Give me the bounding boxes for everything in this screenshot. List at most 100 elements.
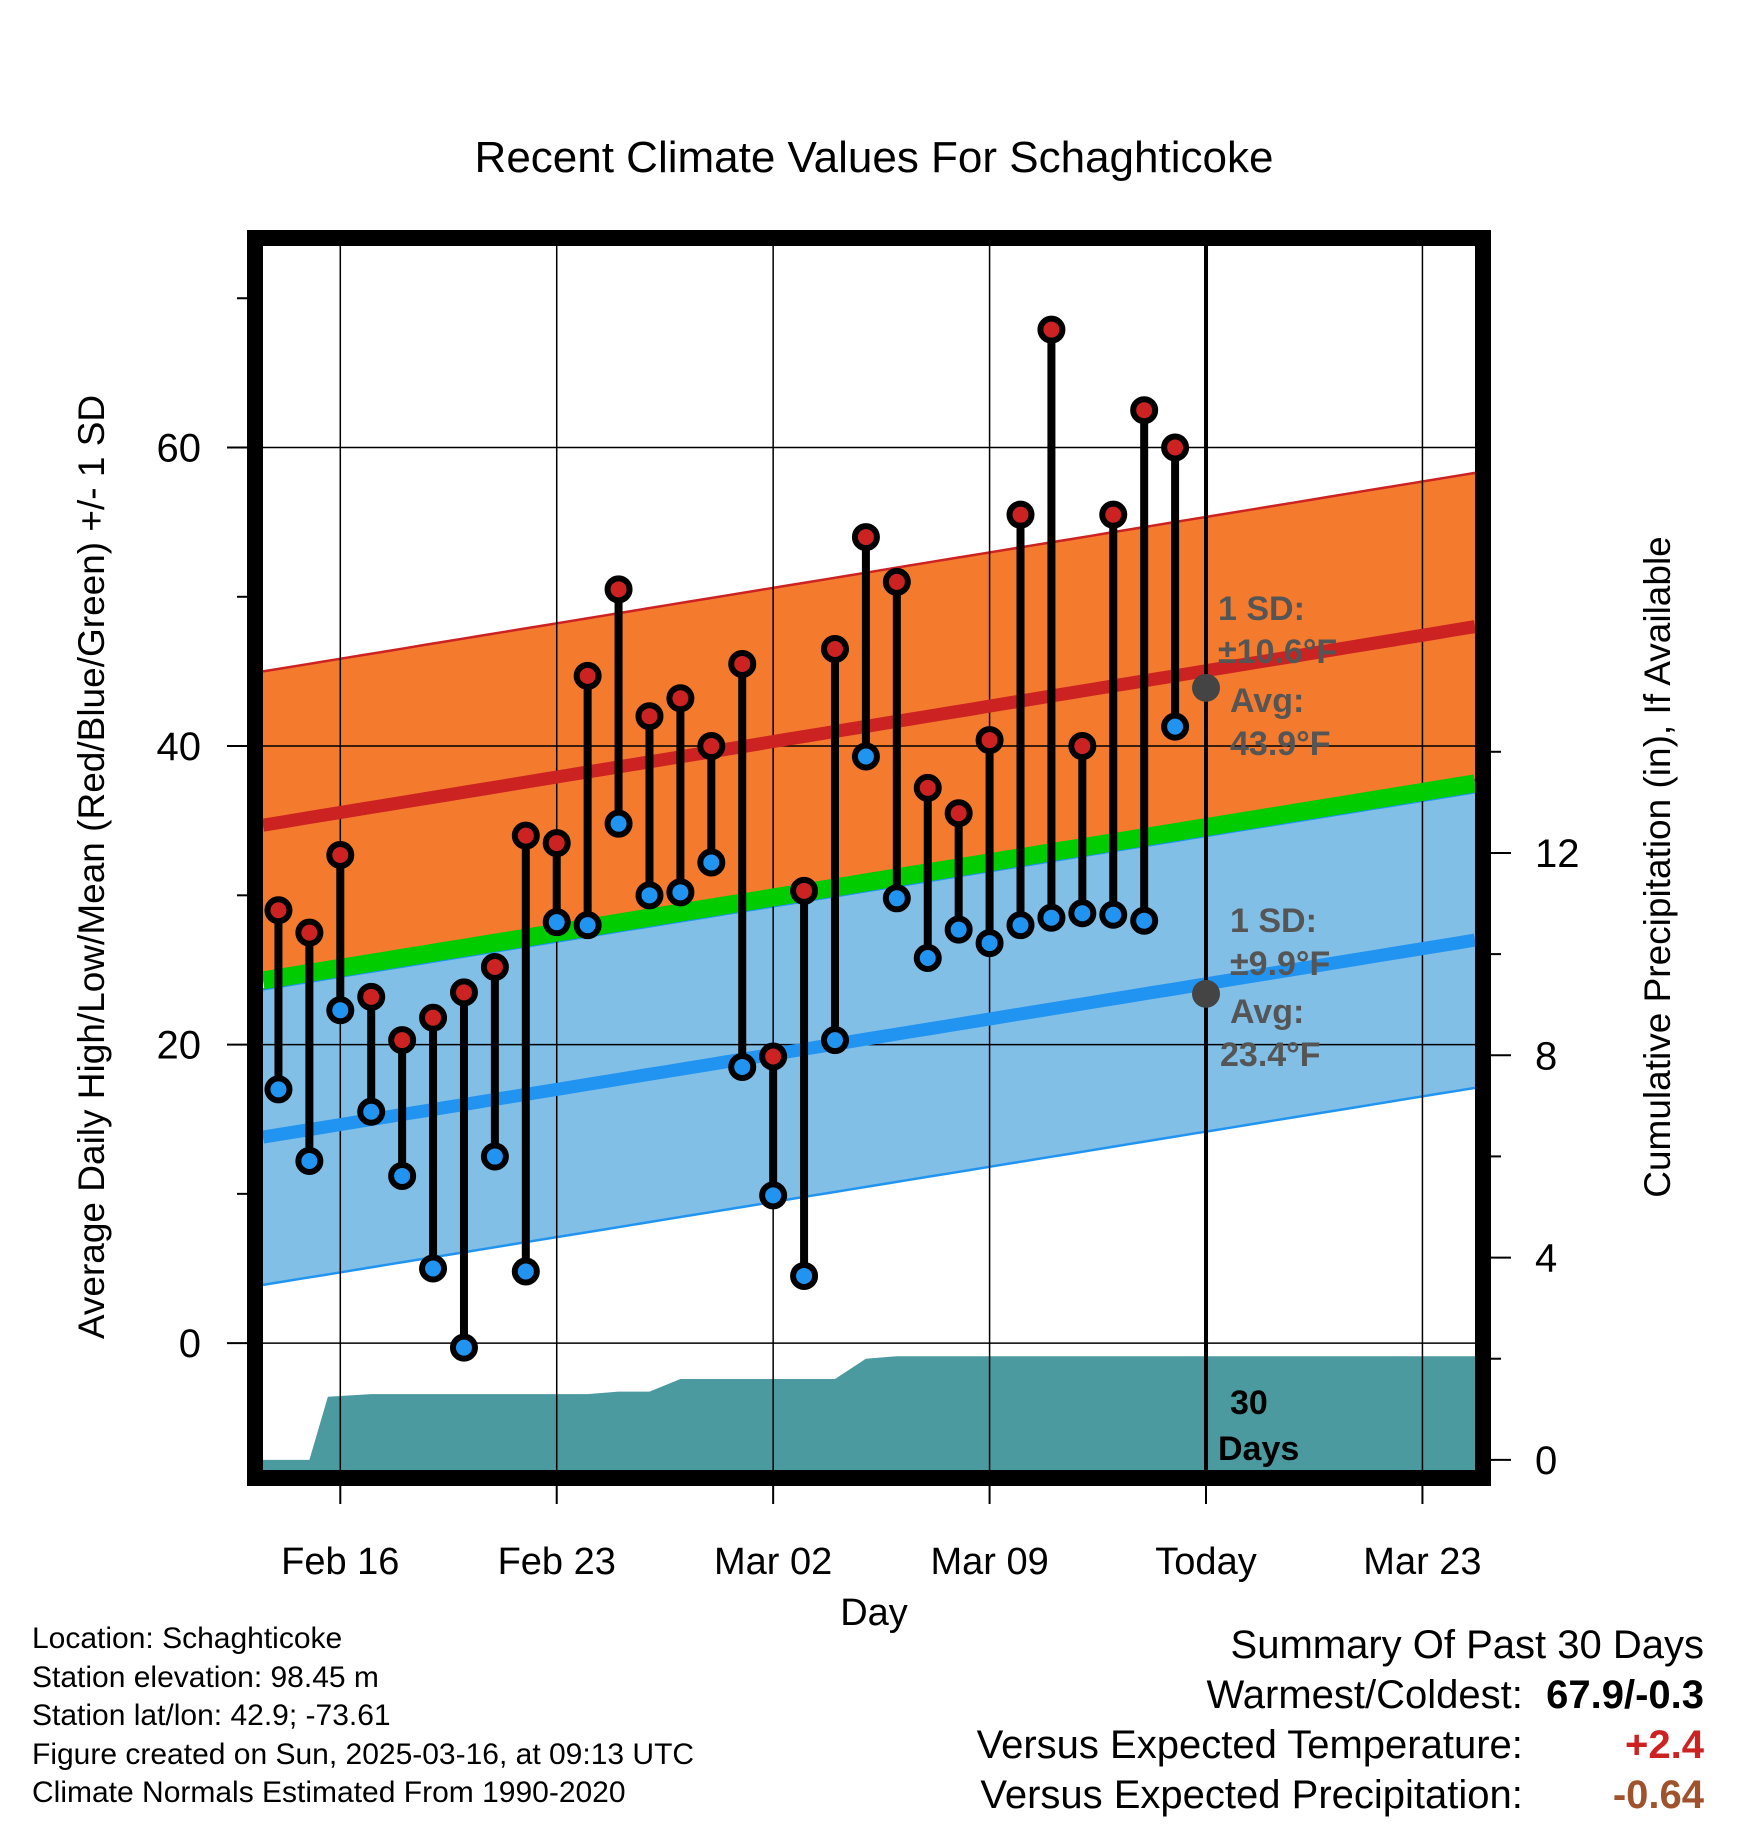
daily-high-point	[666, 684, 695, 713]
x-tick-label: Feb 16	[281, 1541, 399, 1583]
station-info: Location: Schaghticoke Station elevation…	[32, 1620, 694, 1813]
daily-low-point	[851, 742, 880, 771]
warmest-label: Warmest/Coldest:	[1206, 1673, 1523, 1717]
summary-warmest-row: Warmest/Coldest: 67.9/-0.3	[977, 1670, 1705, 1720]
daily-high-point	[975, 726, 1004, 755]
chart-annotations: 1 SD: ±10.6°F Avg: 43.9°F 1 SD: ±9.9°F Avg: 23.…	[1192, 590, 1337, 1468]
low-sd-value: ±9.9°F	[1230, 945, 1330, 983]
daily-high-point	[790, 876, 819, 905]
daily-high-point	[326, 841, 355, 870]
y2-tick-label: 8	[1535, 1034, 1557, 1078]
daily-low-point	[1099, 900, 1128, 929]
daily-low-point	[882, 884, 911, 913]
daily-low-point	[697, 848, 726, 877]
daily-high-point	[388, 1026, 417, 1055]
high-sd-value: ±10.6°F	[1218, 633, 1337, 671]
daily-high-point	[419, 1003, 448, 1032]
daily-low-point	[449, 1333, 478, 1362]
warmest-value: 67.9/-0.3	[1546, 1673, 1704, 1717]
daily-low-point	[975, 929, 1004, 958]
high-avg-marker	[1192, 673, 1221, 702]
x-tick-label: Today	[1155, 1541, 1256, 1583]
high-avg-value: 43.9°F	[1230, 725, 1331, 763]
chart-title: Recent Climate Values For Schaghticoke	[475, 133, 1274, 182]
summary-precip-row: Versus Expected Precipitation: -0.64	[977, 1770, 1704, 1820]
y2-axis-label: Cumulative Precipitation (in), If Availa…	[1637, 536, 1678, 1198]
daily-low-point	[542, 908, 571, 937]
temp-value: +2.4	[1625, 1723, 1704, 1767]
daily-high-point	[264, 896, 293, 925]
latlon-text: Station lat/lon: 42.9; -73.61	[32, 1699, 391, 1732]
daily-high-point	[357, 982, 386, 1011]
daily-high-point	[480, 952, 509, 981]
daily-high-point	[882, 567, 911, 596]
x-tick-label: Mar 09	[930, 1541, 1048, 1583]
daily-high-point	[542, 829, 571, 858]
daily-low-point	[820, 1026, 849, 1055]
daily-high-point	[1099, 500, 1128, 529]
x-tick-label: Mar 02	[714, 1541, 832, 1583]
daily-low-point	[666, 878, 695, 907]
x-tick-label: Feb 23	[498, 1541, 616, 1583]
daily-low-point	[357, 1097, 386, 1126]
daily-high-point	[820, 635, 849, 664]
y2-tick-label: 12	[1535, 832, 1580, 876]
precip-area-fill	[263, 1356, 1475, 1470]
precipitation-area	[263, 1356, 1475, 1470]
y-tick-label: 0	[179, 1322, 201, 1366]
precip-label: Versus Expected Precipitation:	[980, 1773, 1523, 1817]
daily-low-point	[1006, 911, 1035, 940]
daily-low-point	[295, 1147, 324, 1176]
normal-mean-line	[261, 774, 1477, 990]
plot-frame	[247, 230, 1491, 1486]
daily-low-point	[326, 996, 355, 1025]
x-tick-label: Mar 23	[1363, 1541, 1481, 1583]
daily-high-point	[1130, 396, 1159, 425]
y-tick-label: 20	[157, 1024, 202, 1068]
daily-low-point	[511, 1257, 540, 1286]
days-label-text: Days	[1218, 1430, 1299, 1468]
daily-high-point	[759, 1042, 788, 1071]
daily-high-point	[604, 575, 633, 604]
daily-high-point	[449, 978, 478, 1007]
normals-text: Climate Normals Estimated From 1990-2020	[32, 1776, 626, 1809]
daily-low-point	[604, 809, 633, 838]
low-sd-label: 1 SD:	[1230, 902, 1317, 940]
daily-observations	[264, 315, 1190, 1362]
low-avg-marker	[1192, 979, 1221, 1008]
daily-high-point	[1037, 315, 1066, 344]
y-tick-label: 60	[157, 427, 202, 471]
location-text: Location: Schaghticoke	[32, 1622, 343, 1655]
daily-high-point	[295, 918, 324, 947]
low-avg-value: 23.4°F	[1220, 1036, 1321, 1074]
daily-high-point	[913, 773, 942, 802]
daily-high-point	[573, 661, 602, 690]
daily-low-point	[913, 944, 942, 973]
temp-label: Versus Expected Temperature:	[976, 1723, 1523, 1767]
daily-low-point	[759, 1181, 788, 1210]
days-label-number: 30	[1230, 1384, 1268, 1422]
elevation-text: Station elevation: 98.45 m	[32, 1660, 379, 1694]
daily-low-point	[1068, 899, 1097, 928]
daily-low-point	[573, 911, 602, 940]
daily-high-point	[1006, 500, 1035, 529]
daily-high-point	[635, 702, 664, 731]
daily-low-point	[944, 915, 973, 944]
x-axis-label: Day	[840, 1592, 908, 1634]
daily-low-point	[728, 1052, 757, 1081]
precip-value: -0.64	[1612, 1773, 1704, 1817]
daily-high-point	[728, 649, 757, 678]
low-avg-label: Avg:	[1230, 993, 1304, 1031]
daily-low-point	[635, 881, 664, 910]
daily-low-point	[480, 1142, 509, 1171]
y2-tick-label: 4	[1535, 1237, 1557, 1281]
high-sd-label: 1 SD:	[1218, 590, 1305, 628]
daily-low-point	[1037, 903, 1066, 932]
daily-low-point	[264, 1075, 293, 1104]
daily-low-point	[790, 1261, 819, 1290]
daily-high-point	[851, 523, 880, 552]
y2-tick-label: 0	[1535, 1439, 1557, 1483]
y-tick-label: 40	[157, 725, 202, 769]
high-avg-label: Avg:	[1230, 682, 1304, 720]
daily-low-point	[1161, 712, 1190, 741]
